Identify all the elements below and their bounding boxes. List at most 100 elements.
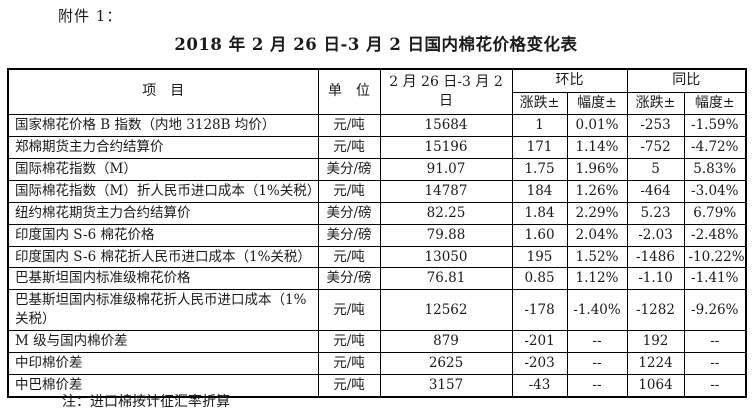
table-header-row-1: 项 目 单 位 2 月 26 日-3 月 2 日 环比 同比 bbox=[7, 68, 747, 116]
item-cell: 中印棉价差 bbox=[7, 351, 319, 375]
yoy-rate-cell: -3.04% bbox=[683, 179, 747, 203]
yoy-change-cell: 192 bbox=[626, 330, 685, 353]
unit-cell: 元/吨 bbox=[317, 330, 381, 353]
mom-change-cell: 1.60 bbox=[511, 223, 568, 247]
yoy-change-cell: -2.03 bbox=[626, 223, 685, 247]
item-cell: 纽约棉花期货主力合约结算价 bbox=[7, 201, 319, 225]
col-header-item: 项 目 bbox=[7, 68, 319, 116]
table-header: 项 目 单 位 2 月 26 日-3 月 2 日 环比 同比 涨跌± 幅度± 涨… bbox=[7, 68, 747, 116]
cotton-price-table: 项 目 单 位 2 月 26 日-3 月 2 日 环比 同比 涨跌± 幅度± 涨… bbox=[7, 68, 747, 398]
yoy-rate-cell: -- bbox=[683, 373, 747, 398]
unit-cell: 元/吨 bbox=[317, 289, 381, 332]
mom-rate-cell: 1.14% bbox=[566, 136, 628, 159]
page-title: 2018 年 2 月 26 日-3 月 2 日国内棉花价格变化表 bbox=[174, 35, 578, 54]
item-cell: 中巴棉价差 bbox=[7, 373, 319, 398]
attachment-label: 附件 1： bbox=[58, 7, 123, 25]
period-value-cell: 15196 bbox=[379, 136, 513, 159]
table-row: M 级与国内棉价差 元/吨 879 -201 -- 192 -- bbox=[7, 330, 747, 353]
col-header-period: 2 月 26 日-3 月 2 日 bbox=[379, 68, 513, 116]
table-row: 国际棉花指数（M） 美分/磅 91.07 1.75 1.96% 5 5.83% bbox=[7, 157, 747, 181]
item-cell: 国家棉花价格 B 指数（内地 3128B 均价） bbox=[7, 114, 319, 138]
mom-rate-cell: -- bbox=[566, 330, 628, 353]
period-value-cell: 15684 bbox=[379, 114, 513, 138]
yoy-change-cell: 5 bbox=[626, 157, 685, 181]
yoy-change-cell: -1282 bbox=[626, 289, 685, 332]
mom-change-cell: 184 bbox=[511, 179, 568, 203]
mom-rate-cell: -- bbox=[566, 373, 628, 398]
item-cell: 国际棉花指数（M） bbox=[7, 157, 319, 181]
mom-change-cell: -178 bbox=[511, 289, 568, 332]
col-header-yoy-group: 同比 bbox=[626, 68, 747, 93]
period-value-cell: 3157 bbox=[379, 373, 513, 398]
unit-cell: 美分/磅 bbox=[317, 201, 381, 225]
yoy-change-cell: -253 bbox=[626, 114, 685, 138]
col-header-mom-rate: 幅度± bbox=[566, 91, 628, 116]
yoy-change-cell: -1486 bbox=[626, 245, 685, 269]
period-value-cell: 879 bbox=[379, 330, 513, 353]
footnote: 注：进口棉按计征汇率折算 bbox=[62, 394, 230, 410]
table-row: 巴基斯坦国内标准级棉花折人民币进口成本（1%关税） 元/吨 12562 -178… bbox=[7, 289, 747, 332]
yoy-change-cell: -1.10 bbox=[626, 267, 685, 291]
mom-rate-cell: 2.04% bbox=[566, 223, 628, 247]
mom-change-cell: -201 bbox=[511, 330, 568, 353]
table-header-row-2: 涨跌± 幅度± 涨跌± 幅度± bbox=[8, 91, 747, 116]
unit-cell: 美分/磅 bbox=[317, 223, 381, 247]
mom-change-cell: 1.75 bbox=[511, 157, 568, 181]
unit-cell: 美分/磅 bbox=[317, 157, 381, 181]
yoy-rate-cell: -10.22% bbox=[683, 245, 747, 269]
period-value-cell: 14787 bbox=[379, 179, 513, 203]
yoy-change-cell: 1224 bbox=[626, 351, 685, 375]
col-header-mom-change: 涨跌± bbox=[511, 91, 568, 116]
yoy-rate-cell: -1.59% bbox=[683, 114, 747, 138]
mom-rate-cell: 1.52% bbox=[566, 245, 628, 269]
mom-rate-cell: -- bbox=[566, 351, 628, 375]
yoy-rate-cell: -1.41% bbox=[683, 267, 747, 291]
mom-change-cell: 171 bbox=[511, 136, 568, 159]
col-header-unit: 单 位 bbox=[317, 68, 381, 116]
unit-cell: 元/吨 bbox=[317, 373, 381, 398]
item-cell: 国际棉花指数（M）折人民币进口成本（1%关税） bbox=[7, 179, 319, 203]
mom-change-cell: 1.84 bbox=[511, 201, 568, 225]
item-cell: 郑棉期货主力合约结算价 bbox=[7, 136, 319, 159]
period-value-cell: 76.81 bbox=[379, 267, 513, 291]
unit-cell: 元/吨 bbox=[317, 136, 381, 159]
mom-rate-cell: 0.01% bbox=[566, 114, 628, 138]
mom-rate-cell: -1.40% bbox=[566, 289, 628, 332]
mom-change-cell: 0.85 bbox=[511, 267, 568, 291]
mom-rate-cell: 1.96% bbox=[566, 157, 628, 181]
mom-change-cell: -43 bbox=[511, 373, 568, 398]
yoy-change-cell: -464 bbox=[626, 179, 685, 203]
unit-cell: 元/吨 bbox=[317, 179, 381, 203]
period-value-cell: 12562 bbox=[379, 289, 513, 332]
yoy-rate-cell: 6.79% bbox=[683, 201, 747, 225]
yoy-rate-cell: -2.48% bbox=[683, 223, 747, 247]
yoy-change-cell: 5.23 bbox=[626, 201, 685, 225]
period-value-cell: 82.25 bbox=[379, 201, 513, 225]
mom-change-cell: 1 bbox=[511, 114, 568, 138]
table-body: 国家棉花价格 B 指数（内地 3128B 均价） 元/吨 15684 1 0.0… bbox=[7, 114, 747, 398]
period-value-cell: 2625 bbox=[379, 351, 513, 375]
yoy-rate-cell: -9.26% bbox=[683, 289, 747, 332]
table-row: 中印棉价差 元/吨 2625 -203 -- 1224 -- bbox=[7, 351, 747, 375]
period-value-cell: 91.07 bbox=[379, 157, 513, 181]
mom-rate-cell: 1.26% bbox=[566, 179, 628, 203]
item-cell: 印度国内 S-6 棉花折人民币进口成本（1%关税） bbox=[7, 245, 319, 269]
table-row: 中巴棉价差 元/吨 3157 -43 -- 1064 -- bbox=[7, 373, 747, 398]
unit-cell: 元/吨 bbox=[317, 245, 381, 269]
table-row: 郑棉期货主力合约结算价 元/吨 15196 171 1.14% -752 -4.… bbox=[7, 136, 747, 159]
yoy-change-cell: 1064 bbox=[626, 373, 685, 398]
unit-cell: 元/吨 bbox=[317, 114, 381, 138]
col-header-yoy-change: 涨跌± bbox=[626, 91, 685, 116]
yoy-rate-cell: 5.83% bbox=[683, 157, 747, 181]
item-cell: M 级与国内棉价差 bbox=[7, 330, 319, 353]
col-header-yoy-rate: 幅度± bbox=[683, 91, 747, 116]
table-row: 国家棉花价格 B 指数（内地 3128B 均价） 元/吨 15684 1 0.0… bbox=[7, 114, 747, 138]
yoy-rate-cell: -- bbox=[683, 351, 747, 375]
unit-cell: 美分/磅 bbox=[317, 267, 381, 291]
period-value-cell: 13050 bbox=[379, 245, 513, 269]
mom-change-cell: 195 bbox=[511, 245, 568, 269]
col-header-mom-group: 环比 bbox=[511, 68, 628, 93]
table-row: 印度国内 S-6 棉花折人民币进口成本（1%关税） 元/吨 13050 195 … bbox=[7, 245, 747, 269]
mom-rate-cell: 1.12% bbox=[566, 267, 628, 291]
